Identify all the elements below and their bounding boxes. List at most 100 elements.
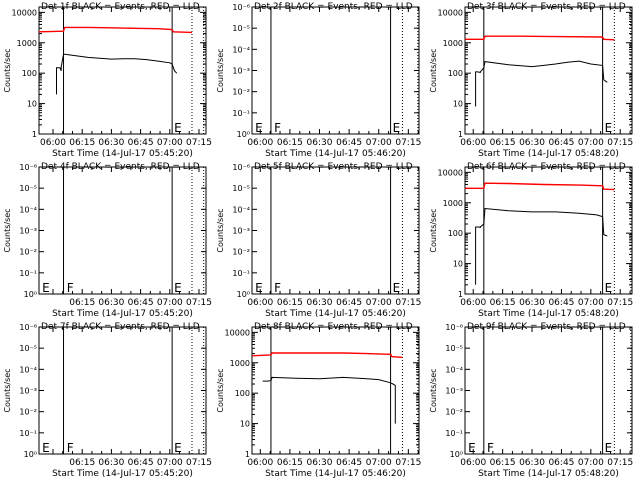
chart-title: Det 5f BLACK = Events, RED = LLD — [254, 162, 413, 172]
marker-annotation: E — [255, 281, 263, 295]
y-tick-label: 100 — [22, 69, 37, 78]
y-tick-label: 1000 — [17, 39, 37, 48]
y-tick-label: 10⁰ — [450, 450, 463, 459]
chart-title: Det 3f BLACK = Events, RED = LLD — [467, 2, 626, 12]
marker-annotation: E — [255, 121, 263, 135]
series-line-lld — [38, 26, 193, 34]
y-tick-label: 10 — [27, 100, 37, 109]
x-tick-label: 06:45 — [128, 458, 154, 468]
series-line-events — [475, 207, 608, 285]
x-tick-label: 06:30 — [98, 458, 124, 468]
x-tick-label: 07:15 — [395, 138, 421, 148]
y-tick-label: 10000 — [438, 8, 463, 17]
y-tick-label: 10⁰ — [24, 450, 37, 459]
y-tick-label: 10⁻⁶ — [19, 163, 37, 172]
x-tick-label: 06:30 — [519, 458, 545, 468]
chart-title: Det 6f BLACK = Events, RED = LLD — [467, 162, 626, 172]
x-tick-label: 07:00 — [366, 138, 392, 148]
marker-annotation: F — [274, 121, 281, 135]
x-tick-label: 06:30 — [519, 138, 545, 148]
plot-frame — [38, 6, 207, 135]
marker-annotation: F — [67, 441, 74, 455]
x-tick-label: 06:00 — [247, 298, 273, 308]
chart-panel-5: Det 5f BLACK = Events, RED = LLD 06:00 06:… — [216, 162, 421, 319]
y-tick-label: 10⁻⁴ — [232, 205, 250, 214]
y-tick-label: 10⁻¹ — [445, 429, 463, 438]
marker-annotation: E — [42, 441, 50, 455]
y-tick-label: 100 — [235, 389, 250, 398]
x-tick-label: 06:45 — [128, 138, 154, 148]
y-tick-label: 10⁻³ — [19, 387, 37, 396]
x-tick-label: 06:15 — [277, 298, 303, 308]
x-tick-label: 06:30 — [519, 298, 545, 308]
x-tick-label: 07:00 — [578, 298, 604, 308]
y-tick-label: 100 — [448, 229, 463, 238]
x-tick-label: 06:00 — [247, 458, 273, 468]
y-tick-label: 10⁻² — [232, 248, 250, 257]
y-tick-label: 1000 — [230, 359, 250, 368]
x-tick-label: 06:30 — [307, 138, 333, 148]
chart-title: Det 4f BLACK = Events, RED = LLD — [41, 162, 200, 172]
marker-annotation: E — [605, 121, 613, 135]
y-tick-label: 10⁻³ — [19, 227, 37, 236]
marker-annotation: F — [274, 281, 281, 295]
plot-frame — [251, 6, 420, 135]
x-tick-label: 07:00 — [578, 138, 604, 148]
chart-panel-4: Det 4f BLACK = Events, RED = LLD 06:15 06:… — [3, 162, 212, 319]
x-tick-label: 06:30 — [98, 298, 124, 308]
y-axis-label: Counts/sec — [3, 48, 12, 92]
y-tick-label: 10⁰ — [237, 130, 250, 139]
chart-panel-8: Det 8f BLACK = Events, RED = LLD 06:00 06:… — [216, 322, 421, 479]
marker-annotation: E — [174, 441, 182, 455]
y-tick-label: 10⁻³ — [232, 67, 250, 76]
series-line-lld — [465, 182, 615, 191]
chart-title: Det 9f BLACK = Events, RED = LLD — [467, 322, 626, 332]
x-tick-label: 06:15 — [69, 298, 95, 308]
chart-panel-3: Det 3f BLACK = Events, RED = LLD 06:00 06:… — [429, 2, 633, 159]
x-axis-label: Start Time (14-Jul-17 05:48:20) — [478, 309, 619, 319]
y-tick-label: 10⁻⁶ — [232, 163, 250, 172]
y-tick-label: 10 — [240, 420, 250, 429]
x-axis-label: Start Time (14-Jul-17 05:48:20) — [478, 149, 619, 159]
x-tick-label: 07:15 — [186, 458, 212, 468]
x-tick-label: 06:30 — [307, 458, 333, 468]
y-tick-label: 10⁻⁵ — [19, 184, 37, 193]
x-tick-label: 06:45 — [548, 458, 574, 468]
y-tick-label: 10⁻² — [19, 408, 37, 417]
y-tick-label: 10⁻¹ — [232, 109, 250, 118]
x-tick-label: 06:30 — [98, 138, 124, 148]
marker-annotation: E — [393, 121, 401, 135]
x-axis-label: Start Time (14-Jul-17 05:46:20) — [265, 149, 406, 159]
marker-annotation: E — [174, 121, 182, 135]
marker-annotation: F — [67, 281, 74, 295]
x-tick-label: 06:00 — [460, 138, 486, 148]
x-tick-label: 07:15 — [607, 458, 633, 468]
marker-annotation: E — [393, 281, 401, 295]
x-tick-label: 06:15 — [69, 138, 95, 148]
x-tick-label: 07:15 — [607, 138, 633, 148]
y-tick-label: 10⁻⁵ — [232, 24, 250, 33]
series-line-events — [262, 376, 396, 424]
x-tick-label: 06:45 — [336, 138, 362, 148]
marker-annotation: E — [174, 281, 182, 295]
y-tick-label: 10000 — [438, 168, 463, 177]
plot-frame — [464, 166, 633, 295]
x-tick-label: 06:00 — [40, 138, 66, 148]
plot-frame — [464, 6, 633, 135]
x-tick-label: 06:30 — [307, 298, 333, 308]
x-tick-label: 07:15 — [395, 298, 421, 308]
y-tick-label: 10⁻⁵ — [232, 184, 250, 193]
x-tick-label: 06:15 — [490, 458, 516, 468]
y-axis-label: Counts/sec — [429, 48, 438, 92]
y-tick-label: 10⁻⁴ — [19, 205, 37, 214]
y-axis-label: Counts/sec — [216, 368, 225, 412]
chart-title: Det 8f BLACK = Events, RED = LLD — [254, 322, 413, 332]
chart-panel-2: Det 2f BLACK = Events, RED = LLD 06:00 06:… — [216, 2, 421, 159]
marker-annotation: E — [605, 281, 613, 295]
y-tick-label: 10⁻⁴ — [445, 365, 463, 374]
y-tick-label: 10⁻² — [19, 248, 37, 257]
x-tick-label: 06:15 — [490, 298, 516, 308]
y-axis-label: Counts/sec — [3, 368, 12, 412]
y-tick-label: 10⁻¹ — [19, 269, 37, 278]
